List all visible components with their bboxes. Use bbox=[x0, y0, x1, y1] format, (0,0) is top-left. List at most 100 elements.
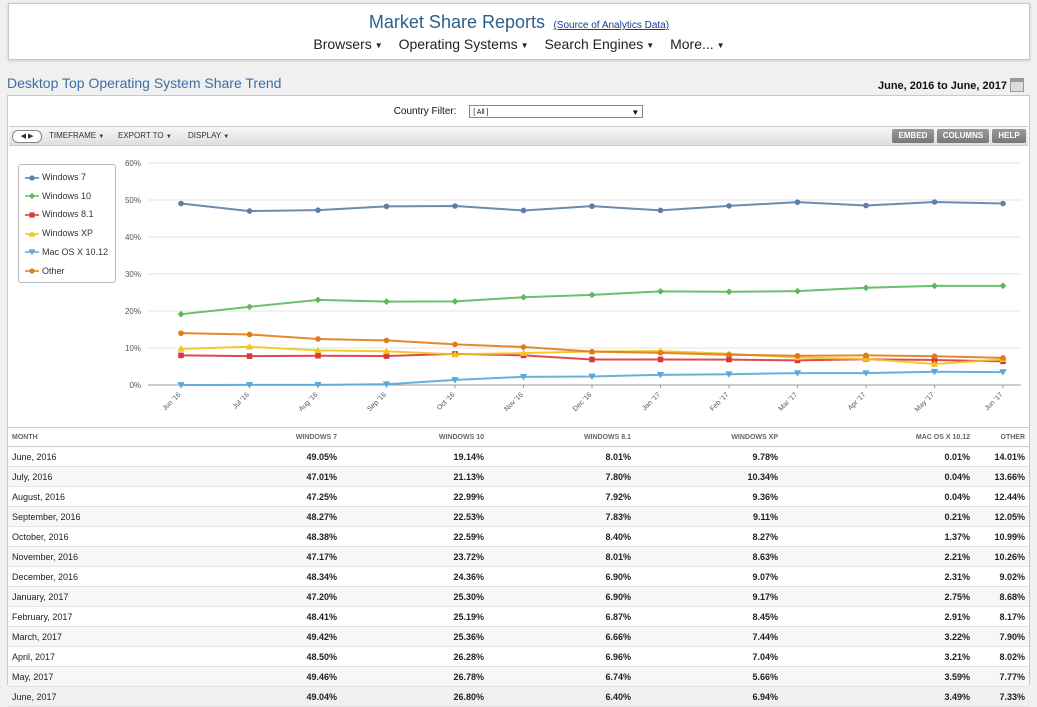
data-point-windowsxp[interactable] bbox=[314, 346, 322, 354]
data-point-mac[interactable] bbox=[930, 368, 939, 376]
data-point-other[interactable] bbox=[178, 330, 184, 336]
data-point-other[interactable] bbox=[589, 348, 595, 355]
data-point-windowsxp[interactable] bbox=[930, 360, 939, 367]
data-point-mac[interactable] bbox=[519, 374, 528, 381]
data-point-other[interactable] bbox=[452, 341, 458, 348]
data-point-windows10[interactable] bbox=[862, 284, 870, 292]
data-point-mac[interactable] bbox=[793, 370, 802, 377]
col-windows-8-1[interactable]: WINDOWS 8.1 bbox=[485, 427, 632, 447]
data-point-other[interactable] bbox=[794, 352, 801, 359]
col-month[interactable]: MONTH bbox=[8, 427, 263, 447]
data-point-windows10[interactable] bbox=[588, 291, 596, 299]
data-point-windows7[interactable] bbox=[178, 200, 184, 207]
data-point-windows10[interactable] bbox=[794, 287, 801, 295]
data-point-windows7[interactable] bbox=[726, 203, 732, 209]
legend-item[interactable]: Windows 10 bbox=[25, 190, 91, 202]
data-point-mac[interactable] bbox=[451, 377, 459, 384]
data-point-mac[interactable] bbox=[725, 371, 733, 378]
columns-button[interactable]: COLUMNS bbox=[937, 129, 989, 143]
data-point-other[interactable] bbox=[315, 336, 321, 342]
data-point-other[interactable] bbox=[657, 350, 664, 356]
data-point-windows10[interactable] bbox=[383, 298, 390, 305]
export-menu[interactable]: EXPORT TO ▼ bbox=[118, 131, 172, 140]
data-point-windows81[interactable] bbox=[383, 353, 390, 359]
data-point-windowsxp[interactable] bbox=[382, 347, 391, 355]
col-windows-xp[interactable]: WINDOWS XP bbox=[632, 427, 779, 447]
country-filter-select[interactable]: [ All ] ▼ bbox=[469, 105, 644, 118]
data-point-windows7[interactable] bbox=[315, 207, 321, 213]
data-point-windows10[interactable] bbox=[246, 303, 253, 311]
data-point-mac[interactable] bbox=[314, 382, 322, 389]
data-point-other[interactable] bbox=[1000, 355, 1006, 361]
data-point-other[interactable] bbox=[863, 352, 869, 359]
nav-operating-systems[interactable]: Operating Systems ▼ bbox=[399, 36, 529, 52]
data-point-windows7[interactable] bbox=[589, 203, 595, 209]
data-point-mac[interactable] bbox=[245, 382, 254, 389]
data-point-windows10[interactable] bbox=[520, 293, 527, 301]
legend-item[interactable]: Mac OS X 10.12 bbox=[25, 246, 108, 258]
embed-button[interactable]: EMBED bbox=[892, 129, 934, 143]
data-point-mac[interactable] bbox=[999, 369, 1007, 376]
data-point-other[interactable] bbox=[383, 337, 390, 344]
legend-item[interactable]: Other bbox=[25, 265, 65, 277]
value-cell: 10.99% bbox=[971, 526, 1029, 547]
data-point-windows10[interactable] bbox=[451, 298, 459, 305]
help-button[interactable]: HELP bbox=[992, 129, 1026, 143]
nav-more[interactable]: More... ▼ bbox=[670, 36, 725, 52]
data-point-windowsxp[interactable] bbox=[862, 355, 870, 362]
nav-browsers[interactable]: Browsers ▼ bbox=[313, 36, 382, 52]
data-point-windows81[interactable] bbox=[794, 357, 801, 364]
data-point-other[interactable] bbox=[931, 353, 938, 360]
data-point-windows10[interactable] bbox=[725, 288, 733, 296]
legend-item[interactable]: Windows XP bbox=[25, 227, 93, 239]
data-point-windows7[interactable] bbox=[383, 203, 390, 210]
data-point-other[interactable] bbox=[520, 344, 527, 350]
data-point-other[interactable] bbox=[726, 351, 732, 358]
calendar-icon[interactable] bbox=[1010, 78, 1024, 92]
data-point-mac[interactable] bbox=[588, 373, 596, 381]
data-point-mac[interactable] bbox=[382, 381, 391, 388]
data-point-windows10[interactable] bbox=[999, 282, 1007, 290]
legend-item[interactable]: Windows 7 bbox=[25, 171, 86, 183]
data-point-windows7[interactable] bbox=[794, 199, 801, 205]
data-point-windows81[interactable] bbox=[726, 356, 732, 363]
data-point-windows7[interactable] bbox=[520, 207, 527, 214]
data-point-mac[interactable] bbox=[177, 382, 185, 389]
source-link[interactable]: (Source of Analytics Data) bbox=[553, 20, 670, 31]
data-point-windows81[interactable] bbox=[589, 356, 595, 363]
data-point-windows7[interactable] bbox=[1000, 200, 1006, 207]
data-point-windows10[interactable] bbox=[177, 310, 185, 318]
data-point-other[interactable] bbox=[246, 331, 253, 338]
col-windows-7[interactable]: WINDOWS 7 bbox=[263, 427, 338, 447]
legend-item[interactable]: Windows 8.1 bbox=[25, 208, 94, 220]
data-point-windows81[interactable] bbox=[657, 356, 664, 363]
data-point-windows7[interactable] bbox=[657, 207, 664, 214]
data-point-windowsxp[interactable] bbox=[519, 349, 528, 356]
display-menu[interactable]: DISPLAY ▼ bbox=[188, 131, 229, 140]
data-point-mac[interactable] bbox=[656, 372, 665, 379]
data-point-mac[interactable] bbox=[862, 370, 870, 377]
data-point-windowsxp[interactable] bbox=[177, 345, 185, 352]
col-other[interactable]: OTHER bbox=[971, 427, 1029, 447]
data-point-windows7[interactable] bbox=[863, 202, 869, 209]
data-point-windowsxp[interactable] bbox=[451, 350, 459, 358]
col-mac-os[interactable]: MAC OS X 10.12 bbox=[779, 427, 971, 447]
prev-next-arrows[interactable]: ◀ ▶ bbox=[12, 130, 42, 143]
data-point-windows10[interactable] bbox=[931, 282, 938, 290]
data-point-windows81[interactable] bbox=[931, 357, 938, 363]
data-point-windows7[interactable] bbox=[452, 203, 458, 209]
value-cell: 12.44% bbox=[971, 486, 1029, 507]
data-point-windows81[interactable] bbox=[246, 353, 253, 359]
data-point-windowsxp[interactable] bbox=[245, 343, 254, 350]
data-point-windows81[interactable] bbox=[178, 352, 184, 359]
col-windows-10[interactable]: WINDOWS 10 bbox=[338, 427, 485, 447]
legend-label: Windows 10 bbox=[42, 190, 92, 201]
data-point-windows10[interactable] bbox=[314, 296, 322, 304]
data-point-windows81[interactable] bbox=[315, 352, 321, 359]
timeframe-menu[interactable]: TIMEFRAME ▼ bbox=[49, 131, 104, 140]
date-range[interactable]: June, 2016 to June, 2017 bbox=[877, 80, 1007, 92]
data-point-windows7[interactable] bbox=[246, 208, 253, 214]
nav-search-engines[interactable]: Search Engines ▼ bbox=[544, 36, 654, 52]
data-point-windows10[interactable] bbox=[657, 288, 664, 295]
data-point-windows7[interactable] bbox=[931, 199, 938, 205]
